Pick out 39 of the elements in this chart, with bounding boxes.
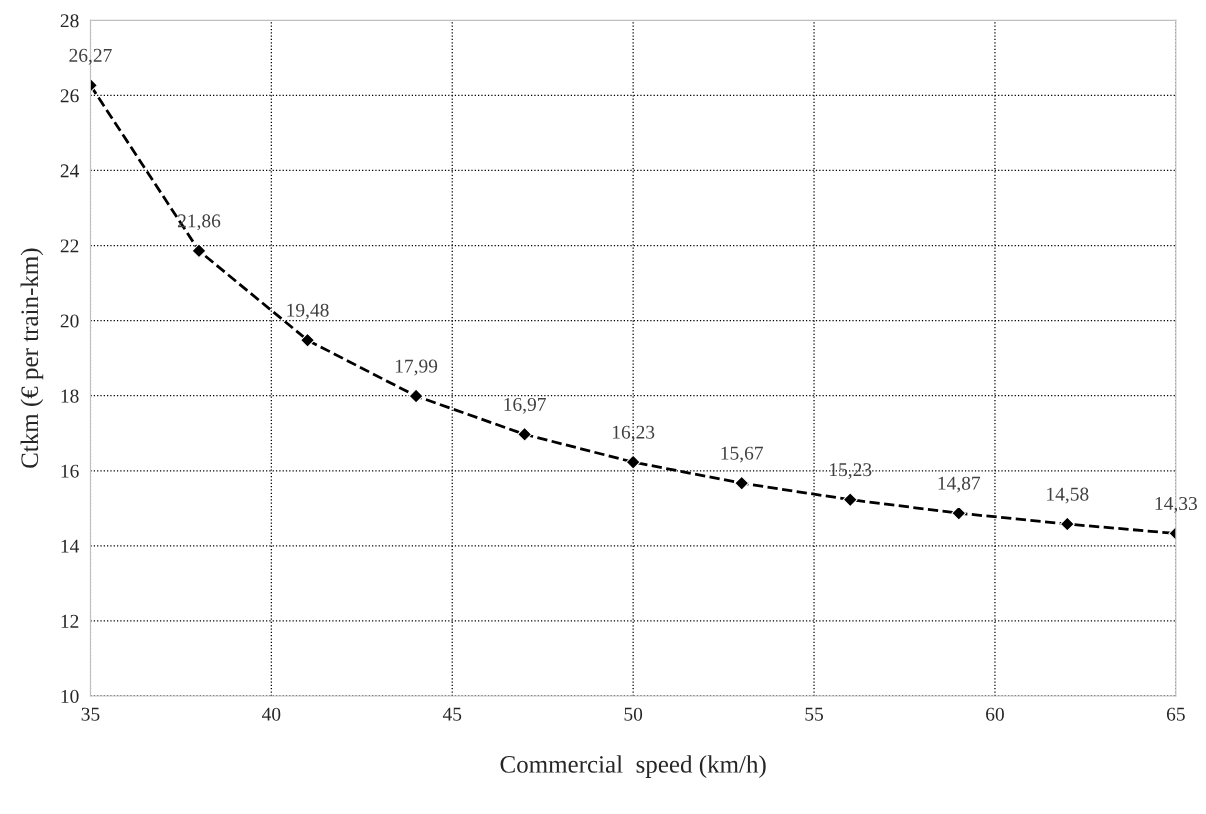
y-tick-label: 24 (60, 164, 80, 178)
y-tick-label: 12 (61, 614, 79, 628)
x-tick-label: 60 (986, 707, 1004, 721)
point (625, 454, 641, 470)
point (1059, 516, 1075, 532)
x-tick-label: 55 (805, 707, 824, 721)
point (408, 388, 424, 404)
data-label: 16,23 (612, 425, 655, 442)
x-tick-label: 45 (442, 707, 462, 721)
data-label: 14,33 (1155, 496, 1197, 513)
point (300, 332, 315, 348)
y-tick-label: 20 (60, 314, 79, 328)
data-label: 16,97 (504, 397, 546, 414)
data-label: 14,87 (938, 476, 981, 493)
y-tick-label: 16 (61, 464, 79, 478)
y-tick-label: 18 (61, 389, 79, 403)
data-label: 26,27 (69, 48, 112, 65)
y-tick-label: 22 (60, 239, 79, 253)
data-label: 15,67 (721, 446, 764, 463)
data-label: 17,99 (395, 359, 438, 376)
y-tick-label: 10 (61, 689, 79, 703)
y-axis-title: Ctkm (€ per train-km) (20, 248, 44, 468)
data-label: 21,86 (177, 214, 221, 231)
x-tick-label: 65 (1166, 707, 1185, 721)
x-tick-label: 40 (262, 707, 281, 721)
data-label: 15,23 (830, 463, 872, 480)
y-tick-label: 26 (60, 89, 79, 103)
y-tick-label: 28 (60, 14, 79, 28)
point (842, 492, 858, 508)
point (734, 475, 750, 491)
data-label: 19,48 (287, 303, 329, 320)
point (517, 426, 532, 442)
x-tick-label: 50 (624, 707, 643, 721)
y-tick-label: 14 (61, 539, 80, 553)
point (951, 505, 967, 521)
point (191, 243, 207, 259)
x-axis-title: Commercial speed (km/h) (500, 755, 766, 778)
data-label: 14,58 (1047, 487, 1089, 504)
x-tick-label: 35 (81, 707, 100, 721)
